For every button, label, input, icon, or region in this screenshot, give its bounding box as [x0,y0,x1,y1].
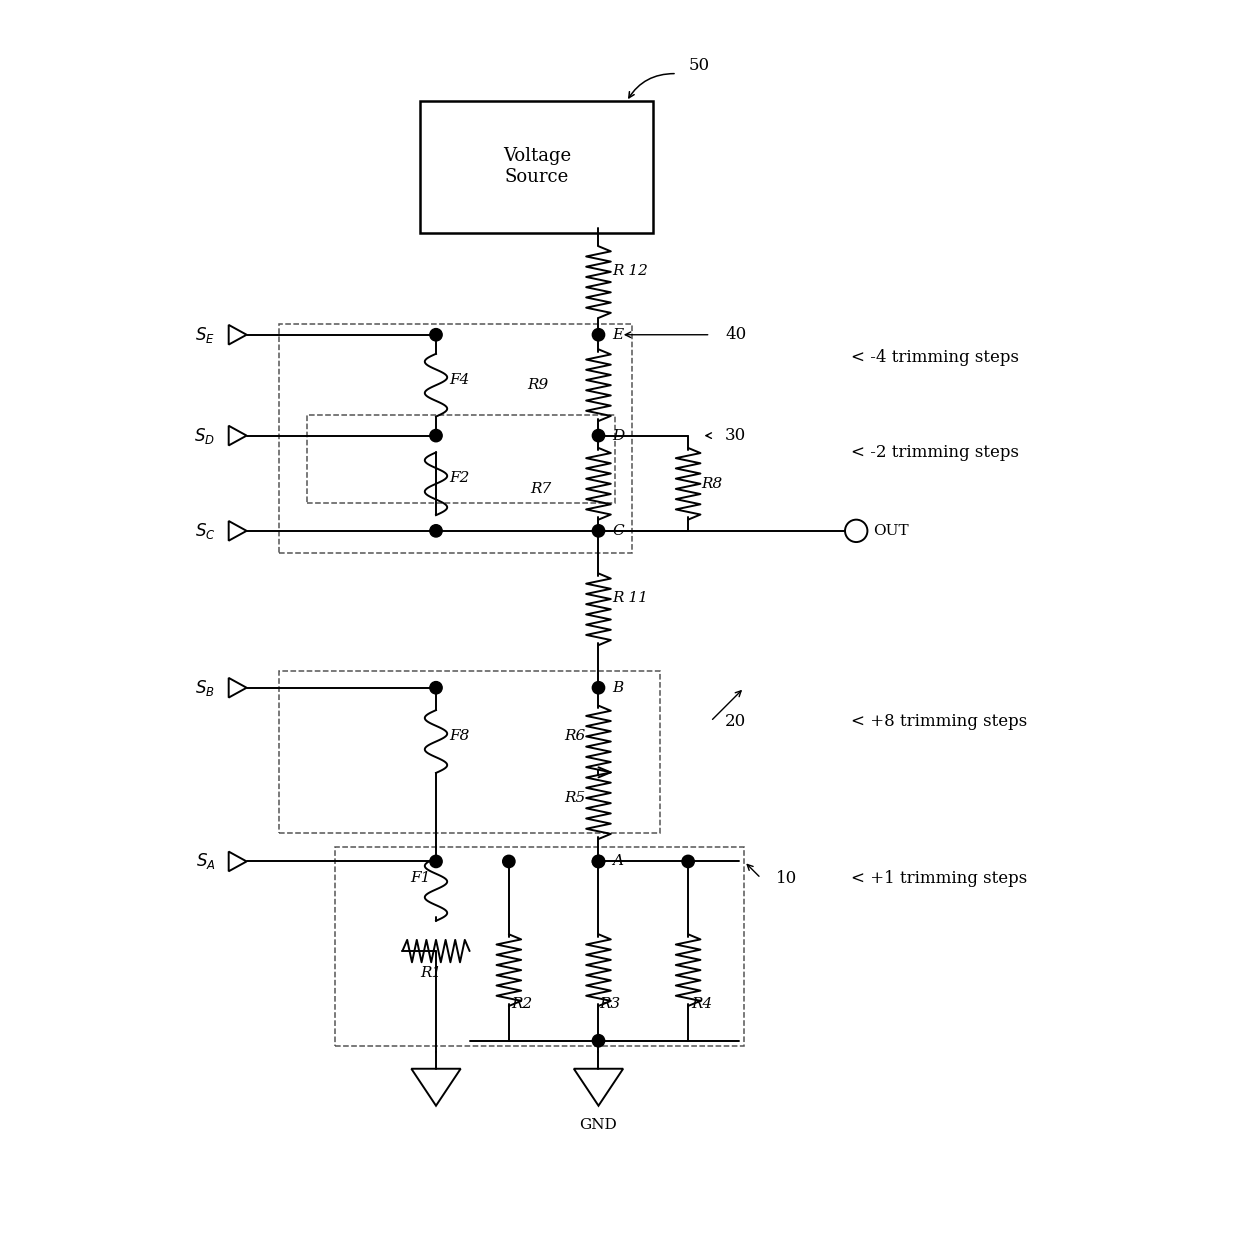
Text: 40: 40 [725,326,747,344]
Text: F2: F2 [450,472,470,485]
Circle shape [593,329,605,341]
Text: R9: R9 [526,379,548,392]
Text: $S_C$: $S_C$ [194,521,216,541]
Text: < +1 trimming steps: < +1 trimming steps [851,870,1027,887]
Bar [279,671,660,834]
Text: C: C [611,524,624,537]
Bar [279,324,632,553]
Circle shape [430,329,442,341]
Bar [335,846,744,1046]
Circle shape [593,681,605,694]
Text: < +8 trimming steps: < +8 trimming steps [851,712,1027,730]
Text: F4: F4 [450,372,470,386]
Circle shape [593,1035,605,1047]
Text: R3: R3 [599,997,620,1010]
Text: R 12: R 12 [611,264,648,278]
Text: R 11: R 11 [611,591,648,606]
Text: R2: R2 [511,997,533,1010]
Text: < -4 trimming steps: < -4 trimming steps [851,349,1019,366]
Circle shape [593,429,605,442]
Text: $S_A$: $S_A$ [195,851,216,871]
Text: 10: 10 [776,870,797,887]
Text: $S_D$: $S_D$ [194,426,216,446]
Text: B: B [611,681,623,695]
Text: $S_E$: $S_E$ [195,325,216,345]
Text: F1: F1 [410,871,430,885]
Text: R5: R5 [564,791,585,804]
Text: 30: 30 [725,427,747,444]
Bar [307,416,615,503]
Text: F8: F8 [450,728,470,743]
Text: $S_B$: $S_B$ [195,678,216,697]
Circle shape [430,681,442,694]
Circle shape [430,525,442,537]
Text: R4: R4 [690,997,712,1010]
Circle shape [682,855,694,867]
Text: 20: 20 [725,712,747,730]
Text: < -2 trimming steps: < -2 trimming steps [851,444,1019,460]
Text: 50: 50 [688,57,709,74]
Text: D: D [611,428,624,443]
Circle shape [593,525,605,537]
Circle shape [593,855,605,867]
Text: R7: R7 [530,483,551,496]
Circle shape [430,855,442,867]
Circle shape [502,855,515,867]
Circle shape [430,429,442,442]
Circle shape [593,855,605,867]
Text: OUT: OUT [873,524,908,537]
Text: A: A [611,855,623,869]
Text: R8: R8 [702,477,723,490]
Text: E: E [611,328,623,341]
Text: GND: GND [580,1118,618,1132]
Text: R6: R6 [564,728,585,743]
Text: R1: R1 [420,967,441,980]
Text: Voltage
Source: Voltage Source [502,148,571,186]
